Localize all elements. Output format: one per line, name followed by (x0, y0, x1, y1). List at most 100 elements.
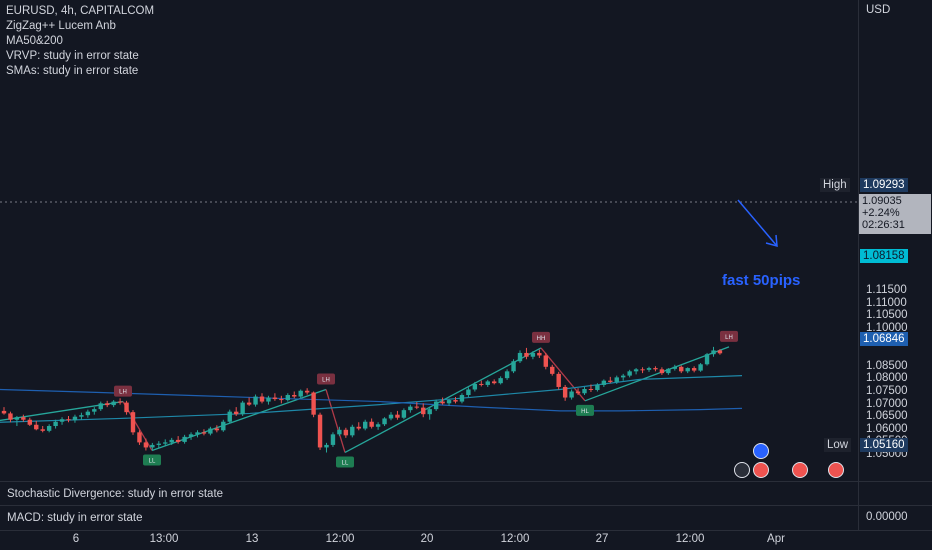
candle (34, 420, 39, 431)
candle (53, 419, 58, 429)
candle (350, 424, 355, 438)
candle (588, 384, 594, 392)
candle-body (169, 439, 174, 443)
macd-status: MACD: study in error state (7, 512, 143, 524)
candle-body (627, 371, 632, 376)
indicator-zigzag[interactable]: ZigZag++ Lucem Anb (6, 20, 116, 32)
candle-body (388, 414, 394, 419)
candle-body (27, 419, 32, 425)
candle (575, 388, 581, 396)
candle (633, 368, 639, 375)
candle-body (98, 403, 103, 410)
candle-body (201, 432, 207, 434)
candle (601, 379, 607, 387)
stochastic-pane[interactable]: Stochastic Divergence: study in error st… (0, 481, 858, 506)
candle-body (8, 413, 13, 420)
stochastic-status: Stochastic Divergence: study in error st… (7, 488, 224, 500)
candle (1, 407, 7, 415)
candle-body (711, 350, 716, 355)
candle (221, 419, 226, 432)
annotation-text[interactable]: fast 50pips (722, 272, 801, 289)
candle-body (208, 428, 213, 434)
candle (653, 366, 658, 372)
candle (201, 429, 207, 436)
current-price: 1.09035 (862, 195, 902, 207)
candle-body (698, 364, 703, 371)
candle (182, 434, 187, 444)
zigzag-marker-label: LH (725, 335, 733, 341)
candle (627, 369, 632, 378)
candle (595, 383, 600, 392)
zigzag-marker-label: HH (537, 336, 546, 342)
candle-body (240, 402, 245, 415)
candle-body (304, 390, 310, 393)
candle (175, 436, 181, 444)
candle-body (356, 426, 361, 429)
candle (40, 426, 45, 433)
candle (543, 352, 548, 370)
candle (195, 430, 200, 438)
time-tick-label: 27 (595, 533, 609, 545)
price-tick-label: 1.11500 (866, 284, 907, 297)
candle (666, 368, 671, 375)
indicator-smas[interactable]: SMAs: study in error state (6, 65, 139, 77)
candle-body (466, 389, 471, 396)
lightning-event-icon[interactable] (734, 462, 750, 478)
candle-body (363, 421, 368, 429)
macd-pane[interactable]: MACD: study in error state (0, 505, 858, 530)
candle-body (440, 401, 445, 404)
candle-body (427, 409, 432, 415)
indicator-vrvp[interactable]: VRVP: study in error state (6, 50, 139, 62)
candle (698, 363, 703, 372)
candle-body (595, 384, 600, 390)
us-event-icon[interactable] (792, 462, 808, 478)
candle-body (492, 381, 497, 384)
candle (537, 349, 542, 358)
candle-body (175, 439, 181, 442)
candle-body (524, 352, 529, 357)
candle (504, 369, 510, 380)
candle (498, 376, 503, 385)
candle (646, 366, 652, 372)
currency-label[interactable]: USD (866, 4, 891, 16)
us-event-icon[interactable] (753, 462, 769, 478)
candle (292, 391, 297, 399)
candle-body (504, 371, 510, 379)
ma-fast-line (0, 375, 743, 423)
price-tick-label: 1.10000 (866, 322, 908, 334)
candle-body (433, 401, 439, 410)
candle (711, 346, 716, 357)
candle-body (266, 397, 271, 402)
price-chart[interactable]: LH LL LH LL HH HL LH (0, 0, 858, 480)
candle (356, 422, 361, 431)
eu-event-icon[interactable] (753, 443, 769, 459)
candle-body (459, 395, 465, 402)
candle (408, 404, 413, 413)
candle (117, 398, 123, 405)
candle (311, 391, 316, 418)
candle (14, 415, 20, 427)
candle (492, 379, 497, 385)
candle-body (446, 400, 452, 404)
us-event-icon[interactable] (828, 462, 844, 478)
candle (234, 407, 239, 416)
candle (685, 367, 690, 374)
candle-body (498, 378, 503, 384)
candle (659, 367, 665, 375)
candle-body (401, 410, 407, 418)
zigzag-marker-label: LH (322, 377, 330, 383)
ma-slow-line (0, 388, 743, 412)
zigzag-layer (0, 346, 730, 454)
candle (395, 410, 400, 420)
candle-body (66, 419, 71, 421)
candle-body (234, 411, 239, 415)
symbol-title[interactable]: EURUSD, 4h, CAPITALCOM (6, 5, 155, 17)
candle-body (479, 383, 484, 385)
candle-body (92, 409, 97, 412)
macd-axis: 0.00000 (858, 505, 932, 530)
zigzag-marker-label: HL (581, 409, 589, 415)
candle-body (653, 368, 658, 370)
indicator-ma[interactable]: MA50&200 (6, 35, 63, 47)
zigzag-marker (720, 330, 738, 342)
zigzag-segment (325, 389, 346, 453)
